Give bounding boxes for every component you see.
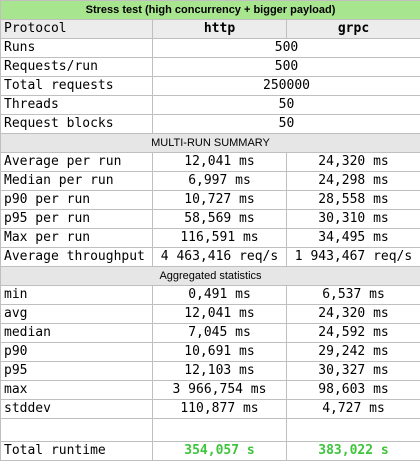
empty-cell[interactable] <box>287 419 420 442</box>
http-value[interactable]: 116,591 ms <box>153 229 287 248</box>
config-label[interactable]: Total requests <box>1 77 153 96</box>
config-label[interactable]: Runs <box>1 39 153 58</box>
http-value[interactable]: 12,041 ms <box>153 153 287 172</box>
empty-row <box>1 419 420 442</box>
grpc-value[interactable]: 30,310 ms <box>287 210 420 229</box>
table-row: median 7,045 ms 24,592 ms <box>1 324 420 343</box>
table-row: min 0,491 ms 6,537 ms <box>1 286 420 305</box>
config-value[interactable]: 50 <box>153 115 420 134</box>
grpc-value[interactable]: 6,537 ms <box>287 286 420 305</box>
aggregated-section-row: Aggregated statistics <box>1 267 420 286</box>
grpc-value[interactable]: 24,592 ms <box>287 324 420 343</box>
stat-label[interactable]: max <box>1 381 153 400</box>
config-row-requests-per-run: Requests/run 500 <box>1 58 420 77</box>
table-row: p90 10,691 ms 29,242 ms <box>1 343 420 362</box>
protocol-label[interactable]: Protocol <box>1 20 153 39</box>
table-row: p95 12,103 ms 30,327 ms <box>1 362 420 381</box>
config-label[interactable]: Requests/run <box>1 58 153 77</box>
config-value[interactable]: 500 <box>153 39 420 58</box>
table-row: Max per run 116,591 ms 34,495 ms <box>1 229 420 248</box>
summary-section-row: MULTI-RUN SUMMARY <box>1 134 420 153</box>
stat-label[interactable]: min <box>1 286 153 305</box>
table-row: Median per run 6,997 ms 24,298 ms <box>1 172 420 191</box>
http-value[interactable]: 10,691 ms <box>153 343 287 362</box>
summary-label[interactable]: Average throughput <box>1 248 153 267</box>
http-value[interactable]: 58,569 ms <box>153 210 287 229</box>
config-value[interactable]: 250000 <box>153 77 420 96</box>
stat-label[interactable]: stddev <box>1 400 153 419</box>
empty-cell[interactable] <box>1 419 153 442</box>
grpc-value[interactable]: 24,320 ms <box>287 305 420 324</box>
grpc-value[interactable]: 30,327 ms <box>287 362 420 381</box>
grpc-value[interactable]: 29,242 ms <box>287 343 420 362</box>
config-value[interactable]: 50 <box>153 96 420 115</box>
config-value[interactable]: 500 <box>153 58 420 77</box>
grpc-total-runtime[interactable]: 383,022 s <box>287 442 420 461</box>
grpc-value[interactable]: 34,495 ms <box>287 229 420 248</box>
http-value[interactable]: 10,727 ms <box>153 191 287 210</box>
http-column-header[interactable]: http <box>153 20 287 39</box>
summary-label[interactable]: Max per run <box>1 229 153 248</box>
http-value[interactable]: 7,045 ms <box>153 324 287 343</box>
stat-label[interactable]: p90 <box>1 343 153 362</box>
grpc-value[interactable]: 24,320 ms <box>287 153 420 172</box>
config-row-threads: Threads 50 <box>1 96 420 115</box>
http-value[interactable]: 0,491 ms <box>153 286 287 305</box>
table-row: p95 per run 58,569 ms 30,310 ms <box>1 210 420 229</box>
total-runtime-label[interactable]: Total runtime <box>1 442 153 461</box>
table-row: stddev 110,877 ms 4,727 ms <box>1 400 420 419</box>
http-value[interactable]: 4 463,416 req/s <box>153 248 287 267</box>
aggregated-heading[interactable]: Aggregated statistics <box>1 267 420 286</box>
table-row: avg 12,041 ms 24,320 ms <box>1 305 420 324</box>
stat-label[interactable]: p95 <box>1 362 153 381</box>
stat-label[interactable]: median <box>1 324 153 343</box>
http-value[interactable]: 12,103 ms <box>153 362 287 381</box>
http-value[interactable]: 3 966,754 ms <box>153 381 287 400</box>
table-row: max 3 966,754 ms 98,603 ms <box>1 381 420 400</box>
total-runtime-row: Total runtime 354,057 s 383,022 s <box>1 442 420 461</box>
summary-label[interactable]: Median per run <box>1 172 153 191</box>
summary-label[interactable]: p90 per run <box>1 191 153 210</box>
http-value[interactable]: 6,997 ms <box>153 172 287 191</box>
http-value[interactable]: 110,877 ms <box>153 400 287 419</box>
summary-heading[interactable]: MULTI-RUN SUMMARY <box>1 134 420 153</box>
config-label[interactable]: Threads <box>1 96 153 115</box>
grpc-value[interactable]: 98,603 ms <box>287 381 420 400</box>
config-row-request-blocks: Request blocks 50 <box>1 115 420 134</box>
grpc-value[interactable]: 1 943,467 req/s <box>287 248 420 267</box>
table-row: p90 per run 10,727 ms 28,558 ms <box>1 191 420 210</box>
http-total-runtime[interactable]: 354,057 s <box>153 442 287 461</box>
table-row: Average per run 12,041 ms 24,320 ms <box>1 153 420 172</box>
config-row-total-requests: Total requests 250000 <box>1 77 420 96</box>
grpc-value[interactable]: 28,558 ms <box>287 191 420 210</box>
stat-label[interactable]: avg <box>1 305 153 324</box>
grpc-column-header[interactable]: grpc <box>287 20 420 39</box>
empty-cell[interactable] <box>153 419 287 442</box>
table-row: Average throughput 4 463,416 req/s 1 943… <box>1 248 420 267</box>
config-label[interactable]: Request blocks <box>1 115 153 134</box>
grpc-value[interactable]: 4,727 ms <box>287 400 420 419</box>
http-value[interactable]: 12,041 ms <box>153 305 287 324</box>
protocol-header-row: Protocol http grpc <box>1 20 420 39</box>
summary-label[interactable]: Average per run <box>1 153 153 172</box>
table-title[interactable]: Stress test (high concurrency + bigger p… <box>1 1 420 20</box>
title-row: Stress test (high concurrency + bigger p… <box>1 1 420 20</box>
grpc-value[interactable]: 24,298 ms <box>287 172 420 191</box>
config-row-runs: Runs 500 <box>1 39 420 58</box>
summary-label[interactable]: p95 per run <box>1 210 153 229</box>
